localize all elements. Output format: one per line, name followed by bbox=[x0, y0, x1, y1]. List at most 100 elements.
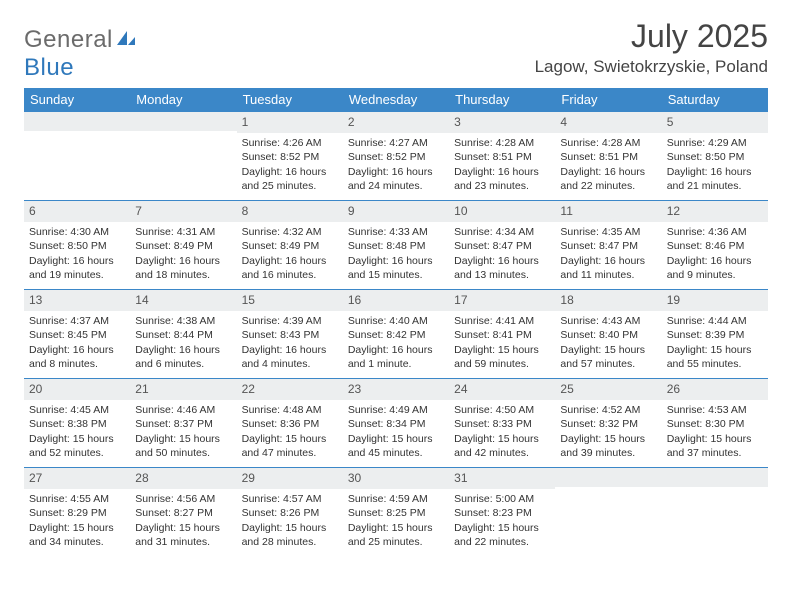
weekday-header: Thursday bbox=[449, 88, 555, 112]
sunset-text: Sunset: 8:41 PM bbox=[454, 328, 550, 342]
daylight-text: Daylight: 16 hours and 6 minutes. bbox=[135, 343, 231, 371]
daylight-text: Daylight: 15 hours and 37 minutes. bbox=[667, 432, 763, 460]
day-number: 16 bbox=[343, 290, 449, 311]
sunrise-text: Sunrise: 4:55 AM bbox=[29, 492, 125, 506]
day-cell: 2Sunrise: 4:27 AMSunset: 8:52 PMDaylight… bbox=[343, 112, 449, 200]
week-row: 20Sunrise: 4:45 AMSunset: 8:38 PMDayligh… bbox=[24, 379, 768, 468]
day-body: Sunrise: 4:35 AMSunset: 8:47 PMDaylight:… bbox=[555, 222, 661, 288]
weekday-header: Tuesday bbox=[237, 88, 343, 112]
daylight-text: Daylight: 15 hours and 57 minutes. bbox=[560, 343, 656, 371]
day-number: 30 bbox=[343, 468, 449, 489]
daylight-text: Daylight: 16 hours and 8 minutes. bbox=[29, 343, 125, 371]
daylight-text: Daylight: 16 hours and 11 minutes. bbox=[560, 254, 656, 282]
day-body: Sunrise: 4:30 AMSunset: 8:50 PMDaylight:… bbox=[24, 222, 130, 288]
daylight-text: Daylight: 15 hours and 39 minutes. bbox=[560, 432, 656, 460]
daylight-text: Daylight: 16 hours and 9 minutes. bbox=[667, 254, 763, 282]
day-cell: 3Sunrise: 4:28 AMSunset: 8:51 PMDaylight… bbox=[449, 112, 555, 200]
sunset-text: Sunset: 8:51 PM bbox=[560, 150, 656, 164]
sunset-text: Sunset: 8:38 PM bbox=[29, 417, 125, 431]
day-number: 12 bbox=[662, 201, 768, 222]
daylight-text: Daylight: 16 hours and 21 minutes. bbox=[667, 165, 763, 193]
sunset-text: Sunset: 8:36 PM bbox=[242, 417, 338, 431]
sunrise-text: Sunrise: 4:48 AM bbox=[242, 403, 338, 417]
day-cell: 13Sunrise: 4:37 AMSunset: 8:45 PMDayligh… bbox=[24, 290, 130, 378]
sunrise-text: Sunrise: 4:33 AM bbox=[348, 225, 444, 239]
day-cell: 11Sunrise: 4:35 AMSunset: 8:47 PMDayligh… bbox=[555, 201, 661, 289]
day-cell: 1Sunrise: 4:26 AMSunset: 8:52 PMDaylight… bbox=[237, 112, 343, 200]
sunrise-text: Sunrise: 4:49 AM bbox=[348, 403, 444, 417]
sunrise-text: Sunrise: 4:37 AM bbox=[29, 314, 125, 328]
sunset-text: Sunset: 8:50 PM bbox=[29, 239, 125, 253]
day-cell: 4Sunrise: 4:28 AMSunset: 8:51 PMDaylight… bbox=[555, 112, 661, 200]
sunset-text: Sunset: 8:40 PM bbox=[560, 328, 656, 342]
day-number: 25 bbox=[555, 379, 661, 400]
day-body: Sunrise: 4:40 AMSunset: 8:42 PMDaylight:… bbox=[343, 311, 449, 377]
sunrise-text: Sunrise: 4:29 AM bbox=[667, 136, 763, 150]
daylight-text: Daylight: 15 hours and 25 minutes. bbox=[348, 521, 444, 549]
day-number: 9 bbox=[343, 201, 449, 222]
calendar-page: General Blue July 2025 Lagow, Swietokrzy… bbox=[0, 0, 792, 612]
day-body: Sunrise: 4:52 AMSunset: 8:32 PMDaylight:… bbox=[555, 400, 661, 466]
day-number: 14 bbox=[130, 290, 236, 311]
day-body: Sunrise: 4:56 AMSunset: 8:27 PMDaylight:… bbox=[130, 489, 236, 555]
daylight-text: Daylight: 16 hours and 18 minutes. bbox=[135, 254, 231, 282]
day-body: Sunrise: 4:29 AMSunset: 8:50 PMDaylight:… bbox=[662, 133, 768, 199]
sunset-text: Sunset: 8:23 PM bbox=[454, 506, 550, 520]
day-cell: 20Sunrise: 4:45 AMSunset: 8:38 PMDayligh… bbox=[24, 379, 130, 467]
day-cell: 31Sunrise: 5:00 AMSunset: 8:23 PMDayligh… bbox=[449, 468, 555, 556]
day-cell: 10Sunrise: 4:34 AMSunset: 8:47 PMDayligh… bbox=[449, 201, 555, 289]
daylight-text: Daylight: 16 hours and 24 minutes. bbox=[348, 165, 444, 193]
week-row: 6Sunrise: 4:30 AMSunset: 8:50 PMDaylight… bbox=[24, 201, 768, 290]
title-block: July 2025 Lagow, Swietokrzyskie, Poland bbox=[535, 18, 768, 77]
day-number: 19 bbox=[662, 290, 768, 311]
day-number: 11 bbox=[555, 201, 661, 222]
sunset-text: Sunset: 8:52 PM bbox=[242, 150, 338, 164]
week-row: 1Sunrise: 4:26 AMSunset: 8:52 PMDaylight… bbox=[24, 112, 768, 201]
daylight-text: Daylight: 16 hours and 22 minutes. bbox=[560, 165, 656, 193]
daylight-text: Daylight: 16 hours and 16 minutes. bbox=[242, 254, 338, 282]
day-cell: 23Sunrise: 4:49 AMSunset: 8:34 PMDayligh… bbox=[343, 379, 449, 467]
sunrise-text: Sunrise: 4:59 AM bbox=[348, 492, 444, 506]
day-body: Sunrise: 4:34 AMSunset: 8:47 PMDaylight:… bbox=[449, 222, 555, 288]
sunset-text: Sunset: 8:52 PM bbox=[348, 150, 444, 164]
day-cell: 17Sunrise: 4:41 AMSunset: 8:41 PMDayligh… bbox=[449, 290, 555, 378]
day-number: 28 bbox=[130, 468, 236, 489]
day-number: 7 bbox=[130, 201, 236, 222]
sunset-text: Sunset: 8:26 PM bbox=[242, 506, 338, 520]
day-body: Sunrise: 4:38 AMSunset: 8:44 PMDaylight:… bbox=[130, 311, 236, 377]
day-number: 21 bbox=[130, 379, 236, 400]
day-body: Sunrise: 4:59 AMSunset: 8:25 PMDaylight:… bbox=[343, 489, 449, 555]
day-cell: 25Sunrise: 4:52 AMSunset: 8:32 PMDayligh… bbox=[555, 379, 661, 467]
sunrise-text: Sunrise: 4:53 AM bbox=[667, 403, 763, 417]
daylight-text: Daylight: 15 hours and 50 minutes. bbox=[135, 432, 231, 460]
day-cell: 27Sunrise: 4:55 AMSunset: 8:29 PMDayligh… bbox=[24, 468, 130, 556]
sunset-text: Sunset: 8:43 PM bbox=[242, 328, 338, 342]
day-number: 20 bbox=[24, 379, 130, 400]
sunset-text: Sunset: 8:29 PM bbox=[29, 506, 125, 520]
sunrise-text: Sunrise: 4:39 AM bbox=[242, 314, 338, 328]
day-cell: 22 Sunrise: 4:48 AMSunset: 8:36 PMDayligh… bbox=[237, 379, 343, 467]
day-body: Sunrise: 5:00 AMSunset: 8:23 PMDaylight:… bbox=[449, 489, 555, 555]
calendar-grid: Sunday Monday Tuesday Wednesday Thursday… bbox=[24, 88, 768, 556]
page-header: General Blue July 2025 Lagow, Swietokrzy… bbox=[24, 18, 768, 82]
logo-text-general: General bbox=[24, 26, 113, 53]
sunrise-text: Sunrise: 4:26 AM bbox=[242, 136, 338, 150]
day-body: Sunrise: 4:44 AMSunset: 8:39 PMDaylight:… bbox=[662, 311, 768, 377]
sunrise-text: Sunrise: 4:28 AM bbox=[454, 136, 550, 150]
day-number: 22 bbox=[237, 379, 343, 400]
day-body: Sunrise: 4:39 AMSunset: 8:43 PMDaylight:… bbox=[237, 311, 343, 377]
weekday-header: Saturday bbox=[662, 88, 768, 112]
daylight-text: Daylight: 16 hours and 25 minutes. bbox=[242, 165, 338, 193]
daylight-text: Daylight: 15 hours and 45 minutes. bbox=[348, 432, 444, 460]
day-number: 18 bbox=[555, 290, 661, 311]
day-body: Sunrise: 4:27 AMSunset: 8:52 PMDaylight:… bbox=[343, 133, 449, 199]
day-cell: 26Sunrise: 4:53 AMSunset: 8:30 PMDayligh… bbox=[662, 379, 768, 467]
day-body: Sunrise: 4:33 AMSunset: 8:48 PMDaylight:… bbox=[343, 222, 449, 288]
sunset-text: Sunset: 8:39 PM bbox=[667, 328, 763, 342]
day-body: Sunrise: 4:31 AMSunset: 8:49 PMDaylight:… bbox=[130, 222, 236, 288]
daylight-text: Daylight: 16 hours and 13 minutes. bbox=[454, 254, 550, 282]
sunset-text: Sunset: 8:32 PM bbox=[560, 417, 656, 431]
daylight-text: Daylight: 15 hours and 59 minutes. bbox=[454, 343, 550, 371]
daylight-text: Daylight: 15 hours and 47 minutes. bbox=[242, 432, 338, 460]
sunrise-text: Sunrise: 4:50 AM bbox=[454, 403, 550, 417]
